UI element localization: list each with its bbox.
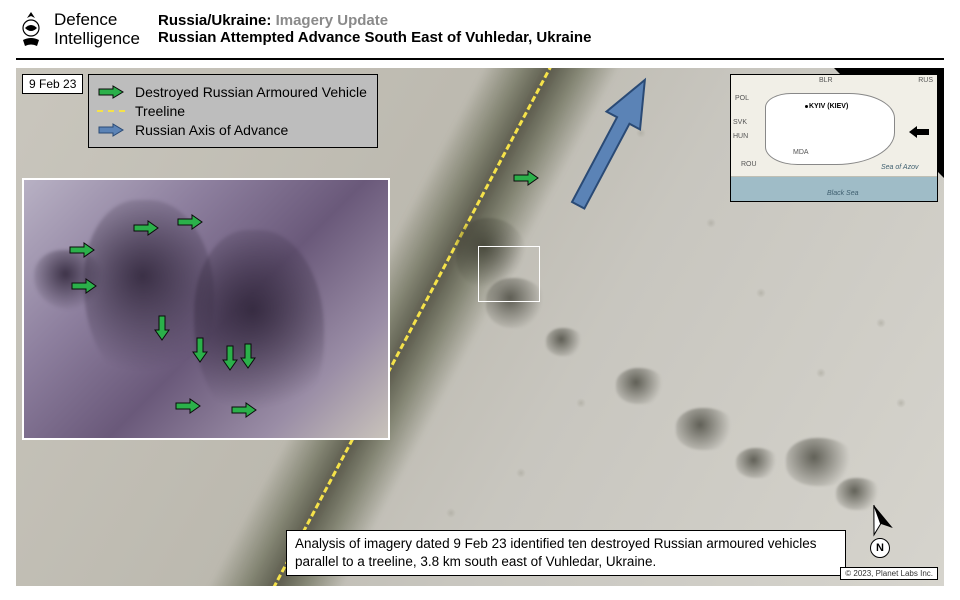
blue-arrow-icon <box>97 123 125 137</box>
minimap-location-arrow-icon <box>907 125 931 139</box>
legend-label-advance: Russian Axis of Advance <box>135 122 288 138</box>
inset-zoom <box>22 178 390 440</box>
destroyed-vehicle-arrow <box>70 278 98 294</box>
terrain-blob <box>616 368 666 404</box>
destroyed-vehicle-arrow <box>68 242 96 258</box>
crater-speck <box>706 218 716 228</box>
crater-speck <box>896 398 906 408</box>
crater-speck <box>516 468 526 478</box>
north-indicator: N <box>860 502 900 558</box>
terrain-blob <box>546 328 584 356</box>
destroyed-vehicle-arrow <box>230 402 258 418</box>
legend-row-advance: Russian Axis of Advance <box>97 122 367 138</box>
title-subtitle: Russian Attempted Advance South East of … <box>158 29 591 46</box>
crater-speck <box>876 318 886 328</box>
destroyed-vehicle-arrow <box>192 336 208 364</box>
title-block: Russia/Ukraine: Imagery Update Russian A… <box>158 10 591 46</box>
analysis-caption: Analysis of imagery dated 9 Feb 23 ident… <box>286 530 846 576</box>
north-arrow-icon <box>860 502 900 542</box>
terrain-blob <box>676 408 736 450</box>
org-name: Defence Intelligence <box>54 11 140 48</box>
title-suffix: Imagery Update <box>271 12 388 29</box>
terrain-blob <box>736 448 780 478</box>
header-rule <box>16 58 944 60</box>
minimap-lbl-rou: ROU <box>741 161 757 168</box>
header: Defence Intelligence Russia/Ukraine: Ima… <box>0 0 960 56</box>
minimap-lbl-rus: RUS <box>918 77 933 84</box>
legend: Destroyed Russian Armoured Vehicle Treel… <box>88 74 378 148</box>
minimap-lbl-pol: POL <box>735 95 749 102</box>
org-name-line2: Intelligence <box>54 30 140 49</box>
minimap-lbl-kyiv: KYIV (KIEV) <box>809 103 848 110</box>
minimap: BLR RUS POL SVK HUN ROU MDA KYIV (KIEV) … <box>730 74 938 202</box>
destroyed-vehicle-arrow <box>240 342 256 370</box>
minimap-lbl-azov: Sea of Azov <box>881 164 919 171</box>
crater-speck <box>756 288 766 298</box>
green-arrow-icon <box>97 85 125 99</box>
destroyed-vehicle-arrow <box>512 170 540 186</box>
crater-speck <box>576 398 586 408</box>
org-logo-block: Defence Intelligence <box>16 10 140 50</box>
legend-label-treeline: Treeline <box>135 103 185 119</box>
date-badge: 9 Feb 23 <box>22 74 83 94</box>
destroyed-vehicle-arrow <box>176 214 204 230</box>
legend-row-destroyed: Destroyed Russian Armoured Vehicle <box>97 84 367 100</box>
title-prefix: Russia/Ukraine: <box>158 12 271 29</box>
destroyed-vehicle-arrow <box>154 314 170 342</box>
crater-speck <box>446 508 456 518</box>
callout-box <box>478 246 540 302</box>
destroyed-vehicle-arrow <box>222 344 238 372</box>
minimap-lbl-hun: HUN <box>733 133 748 140</box>
minimap-lbl-blr: BLR <box>819 77 833 84</box>
org-name-line1: Defence <box>54 11 140 30</box>
north-label: N <box>870 538 890 558</box>
minimap-lbl-svk: SVK <box>733 119 747 126</box>
minimap-lbl-mda: MDA <box>793 149 809 156</box>
copyright-label: © 2023, Planet Labs Inc. <box>840 567 938 580</box>
legend-label-destroyed: Destroyed Russian Armoured Vehicle <box>135 84 367 100</box>
legend-row-treeline: Treeline <box>97 103 367 119</box>
destroyed-vehicle-arrow <box>132 220 160 236</box>
crest-icon <box>16 10 46 50</box>
title-line1: Russia/Ukraine: Imagery Update <box>158 12 591 29</box>
minimap-lbl-blacksea: Black Sea <box>827 190 859 197</box>
crater-speck <box>816 368 826 378</box>
inset-splotch <box>194 230 324 430</box>
treeline-dash-icon <box>97 104 125 118</box>
imagery-stage: 9 Feb 23 Destroyed Russian Armoured Vehi… <box>16 68 944 586</box>
destroyed-vehicle-arrow <box>174 398 202 414</box>
minimap-kyiv-dot <box>805 105 808 108</box>
